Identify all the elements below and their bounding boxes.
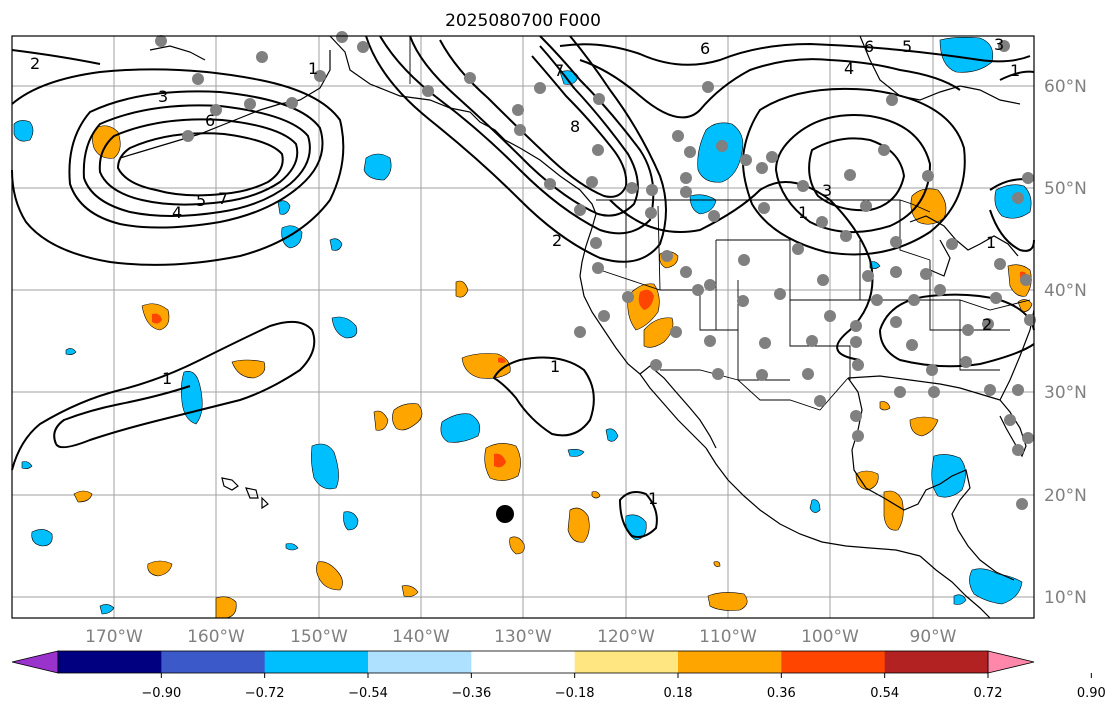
lon-label: 100°W xyxy=(801,627,859,647)
colorbar-tick-label: −0.90 xyxy=(141,686,181,701)
colorbar-segment xyxy=(161,651,266,673)
contour-label: 7 xyxy=(554,61,564,80)
lon-label: 160°W xyxy=(187,627,245,647)
colorbar-segment xyxy=(678,651,782,673)
contour-lines xyxy=(11,35,1035,538)
colorbar-tick-label: −0.36 xyxy=(451,686,491,701)
colorbar-tick-label: −0.54 xyxy=(348,686,388,701)
map-frame xyxy=(11,35,1035,619)
contour-label: 1 xyxy=(1010,61,1020,80)
contour-label: 2 xyxy=(552,231,562,250)
contour-label: 3 xyxy=(158,87,168,106)
colorbar-tick-label: 0.18 xyxy=(664,686,693,701)
contour-label: 4 xyxy=(844,59,854,78)
contour-label: 7 xyxy=(218,189,228,208)
latitude-labels: 60°N 50°N 40°N 30°N 20°N 10°N xyxy=(1044,77,1087,608)
contour-label: 2 xyxy=(30,54,40,73)
contour-label: 5 xyxy=(902,37,912,56)
contour-label: 1 xyxy=(308,59,318,78)
lon-label: 170°W xyxy=(85,627,143,647)
lat-label: 50°N xyxy=(1044,179,1087,199)
colorbar-frame xyxy=(57,650,989,674)
contour-label: 6 xyxy=(864,37,874,56)
station-markers xyxy=(155,31,1036,510)
political-boundaries xyxy=(409,36,1031,411)
contour-label: 5 xyxy=(196,191,206,210)
lon-label: 120°W xyxy=(597,627,655,647)
lon-label: 130°W xyxy=(494,627,552,647)
lon-label: 140°W xyxy=(392,627,450,647)
lon-label: 110°W xyxy=(699,627,757,647)
map-panel: 2 3 6 4 5 7 1 1 1 1 6 6 5 4 3 8 7 3 1 2 … xyxy=(11,31,1036,619)
colorbar-segment xyxy=(884,651,989,673)
colorbar-segment xyxy=(264,651,369,673)
contour-label: 1 xyxy=(648,489,658,508)
lon-label: 90°W xyxy=(910,627,957,647)
map-title: 2025080700 F000 xyxy=(445,11,601,31)
strong-positive-patches xyxy=(152,271,1028,468)
colorbar-tick-label: 0.90 xyxy=(1077,686,1105,701)
lat-label: 20°N xyxy=(1044,486,1087,506)
colorbar: −0.90 −0.72 −0.54 −0.36 −0.18 0.18 0.36 0.54 0.7… xyxy=(11,650,1105,701)
colorbar-tick-label: 0.72 xyxy=(974,686,1003,701)
contour-label: 1 xyxy=(550,357,560,376)
colorbar-tick-label: 0.54 xyxy=(870,686,899,701)
colorbar-tick-label: −0.18 xyxy=(555,686,595,701)
lat-label: 60°N xyxy=(1044,77,1087,97)
contour-label: 1 xyxy=(798,203,808,222)
contour-label: 8 xyxy=(570,117,580,136)
lat-label: 10°N xyxy=(1044,588,1087,608)
contour-label: 1 xyxy=(162,369,172,388)
contour-label: 3 xyxy=(822,181,832,200)
contour-label: 6 xyxy=(700,39,710,58)
colorbar-tick-label: −0.72 xyxy=(245,686,285,701)
lon-label: 150°W xyxy=(290,627,348,647)
storm-center-marker xyxy=(496,505,514,523)
colorbar-segment xyxy=(58,651,162,673)
lat-label: 40°N xyxy=(1044,281,1087,301)
lat-label: 30°N xyxy=(1044,383,1087,403)
colorbar-segment xyxy=(781,651,886,673)
longitude-labels: 170°W 160°W 150°W 140°W 130°W 120°W 110°… xyxy=(85,627,957,647)
contour-label: 1 xyxy=(986,233,996,252)
colorbar-extend-min xyxy=(11,650,59,674)
negative-anomaly-patches xyxy=(13,37,1032,615)
colorbar-tick-label: 0.36 xyxy=(767,686,796,701)
colorbar-segment xyxy=(471,651,576,673)
contour-label: 4 xyxy=(172,203,182,222)
contour-label: 6 xyxy=(205,111,215,130)
contour-label: 3 xyxy=(994,35,1004,54)
contour-labels: 2 3 6 4 5 7 1 1 1 1 6 6 5 4 3 8 7 3 1 2 … xyxy=(30,35,1020,508)
colorbar-extend-max xyxy=(987,650,1035,674)
colorbar-segment xyxy=(574,651,679,673)
colorbar-segment xyxy=(368,651,472,673)
contour-label: 2 xyxy=(982,315,992,334)
